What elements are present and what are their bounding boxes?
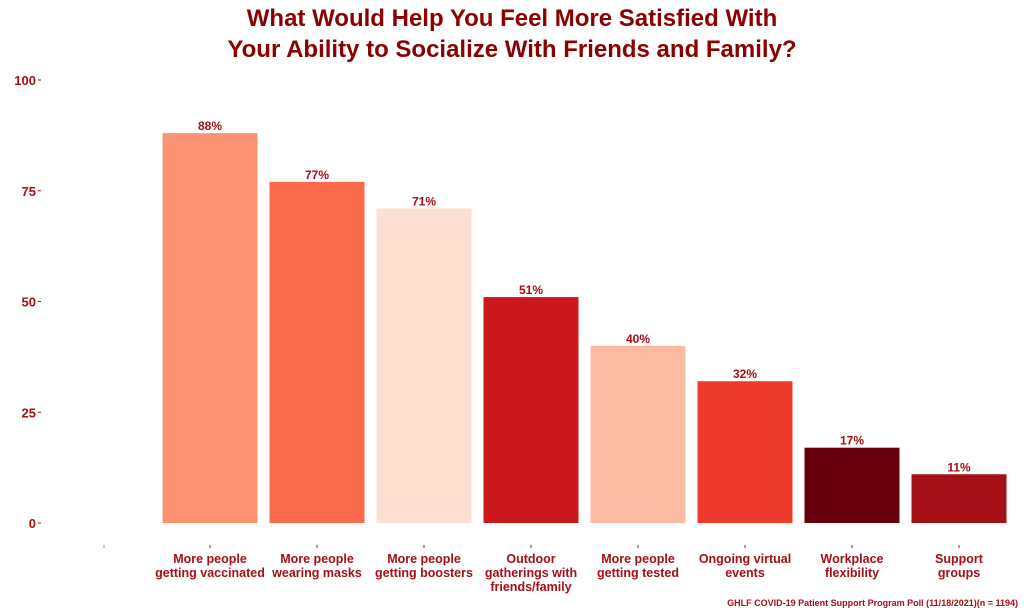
bar-value-label: 77% xyxy=(305,168,329,182)
x-category-label: Ongoing virtual xyxy=(699,552,791,566)
bar xyxy=(376,208,472,523)
x-category-label: getting vaccinated xyxy=(155,566,265,580)
bar-value-label: 17% xyxy=(840,434,864,448)
x-category-label: events xyxy=(725,566,765,580)
y-tick-label: 50 xyxy=(22,295,36,310)
x-category-label: More people xyxy=(173,552,247,566)
bar xyxy=(804,447,900,523)
x-category-label: friends/family xyxy=(490,580,571,594)
x-category-label: Workplace xyxy=(821,552,884,566)
y-tick-label: 25 xyxy=(22,405,36,420)
x-category-label: flexibility xyxy=(825,566,879,580)
bar xyxy=(911,474,1007,523)
bar xyxy=(162,133,258,523)
bar-value-label: 11% xyxy=(947,460,971,474)
x-category-label: getting tested xyxy=(597,566,679,580)
chart-title-line-2: Your Ability to Socialize With Friends a… xyxy=(227,36,797,63)
y-tick-label: 100 xyxy=(14,73,36,88)
chart-title-line-1: What Would Help You Feel More Satisfied … xyxy=(246,5,778,32)
source-caption: GHLF COVID-19 Patient Support Program Po… xyxy=(727,598,1018,608)
x-category-label: More people xyxy=(601,552,675,566)
bar-value-label: 71% xyxy=(412,194,436,208)
bar-value-label: 32% xyxy=(733,367,757,381)
x-category-label: getting boosters xyxy=(375,566,473,580)
x-category-label: gatherings with xyxy=(485,566,577,580)
x-category-label: Support xyxy=(935,552,984,566)
x-category-label: wearing masks xyxy=(271,566,362,580)
bar xyxy=(697,381,793,523)
y-tick-label: 75 xyxy=(22,184,36,199)
bar-value-label: 40% xyxy=(626,332,650,346)
bar-value-label: 51% xyxy=(519,283,543,297)
y-tick-label: 0 xyxy=(29,516,36,531)
chart-title: What Would Help You Feel More Satisfied … xyxy=(0,3,1024,65)
bar xyxy=(590,345,686,523)
x-category-label: groups xyxy=(938,566,980,580)
bar xyxy=(483,297,579,523)
x-category-label: More people xyxy=(280,552,354,566)
bar xyxy=(269,181,365,523)
x-category-label: Outdoor xyxy=(506,552,555,566)
bar-value-label: 88% xyxy=(198,119,222,133)
x-category-label: More people xyxy=(387,552,461,566)
